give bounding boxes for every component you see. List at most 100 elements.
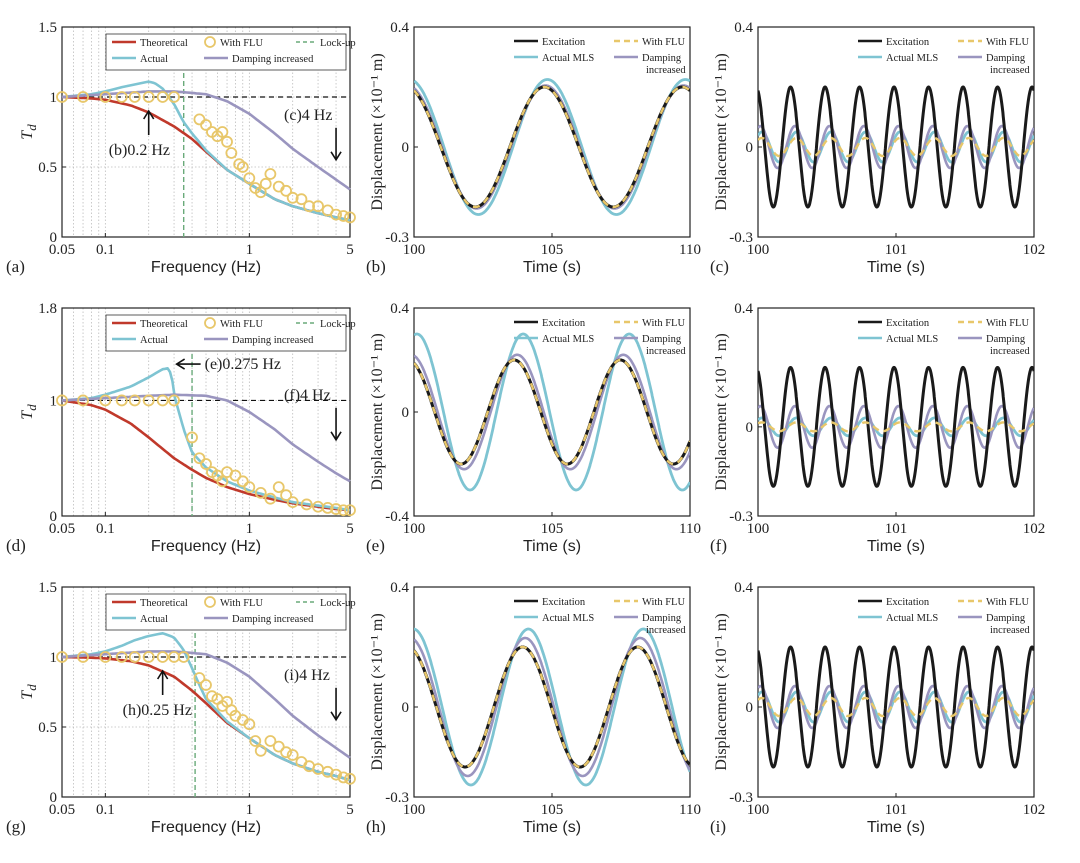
with-flu-marker bbox=[280, 489, 293, 502]
annotation: (b)0.2 Hz bbox=[109, 109, 170, 159]
with-flu-marker bbox=[286, 496, 299, 509]
with-flu-marker bbox=[99, 91, 112, 103]
legend-label: Damping increased bbox=[232, 335, 314, 346]
panel-e: 100 105 110 -0.4 0 0.4 Time (s) Displacement (×… bbox=[366, 301, 701, 555]
with-flu-marker bbox=[193, 113, 206, 126]
with-flu-marker bbox=[280, 184, 293, 197]
y-axis-label: Displacement (×10⁻¹ m) bbox=[713, 333, 730, 490]
x-tick-label: 110 bbox=[679, 521, 701, 537]
legend-label: With FLU bbox=[642, 597, 685, 608]
legend-label-line: Damping bbox=[642, 334, 682, 345]
y-tick-label: -0.3 bbox=[729, 509, 753, 525]
x-tick-label: 0.05 bbox=[49, 802, 75, 818]
with-flu-marker bbox=[272, 740, 285, 753]
y-tick-label: 1.5 bbox=[38, 20, 57, 36]
axes-frame bbox=[61, 586, 351, 798]
with-flu-marker bbox=[156, 394, 169, 407]
with-flu-marker bbox=[99, 394, 112, 407]
plot-area bbox=[758, 645, 1034, 769]
legend-label-line: increased bbox=[990, 65, 1030, 76]
legend-label: With FLU bbox=[986, 597, 1029, 608]
panel-label: (c) bbox=[710, 257, 729, 276]
x-tick-label: 0.1 bbox=[96, 802, 115, 818]
legend-swatch bbox=[204, 596, 216, 608]
legend-label: Damping increased bbox=[642, 334, 686, 357]
with-flu-marker bbox=[344, 211, 356, 224]
with-flu-marker bbox=[330, 503, 342, 515]
with-flu-marker bbox=[321, 502, 334, 514]
legend-label: Lock-up bbox=[320, 38, 356, 49]
legend-label: With FLU bbox=[220, 598, 263, 609]
y-axis-label: Displacement (×10⁻¹ m) bbox=[713, 53, 730, 210]
x-tick-label: 101 bbox=[885, 802, 908, 818]
panel-label: (e) bbox=[366, 536, 385, 555]
with-flu-marker bbox=[330, 768, 342, 781]
with-flu-marker bbox=[193, 672, 206, 684]
panel-b: 100 105 110 -0.3 0 0.4 Time (s) Displacement (×… bbox=[366, 20, 701, 276]
x-tick-label: 1 bbox=[246, 802, 254, 818]
legend-label: Excitation bbox=[542, 37, 586, 48]
legend-label: Damping increased bbox=[986, 334, 1030, 357]
y-tick-label: 0.4 bbox=[734, 580, 753, 596]
x-tick-label: 100 bbox=[747, 242, 770, 258]
series-actual bbox=[61, 80, 351, 222]
annotation-label: (b)0.2 Hz bbox=[109, 142, 170, 159]
y-tick-label: 0 bbox=[746, 700, 754, 716]
legend-label-line: Damping bbox=[986, 334, 1026, 345]
with-flu-marker bbox=[236, 475, 249, 488]
legend: Excitation With FLU Actual MLS Damping incre… bbox=[858, 37, 1030, 76]
with-flu-marker bbox=[115, 651, 128, 663]
x-axis-label: Time (s) bbox=[867, 538, 925, 555]
with-flu-marker bbox=[128, 91, 141, 103]
x-tick-label: 5 bbox=[346, 521, 354, 537]
y-axis-label: Displacement (×10⁻¹ m) bbox=[369, 613, 386, 770]
x-tick-label: 100 bbox=[747, 802, 770, 818]
plot-area bbox=[758, 365, 1034, 488]
y-axis-label-main: T bbox=[19, 410, 36, 420]
legend-label-line: Damping bbox=[986, 613, 1026, 624]
x-tick-label: 0.05 bbox=[49, 242, 75, 258]
panel-label: (g) bbox=[6, 817, 26, 836]
plot-area bbox=[758, 85, 1034, 209]
x-tick-label: 105 bbox=[541, 242, 564, 258]
x-tick-label: 105 bbox=[541, 521, 564, 537]
x-tick-label: 100 bbox=[747, 521, 770, 537]
panel-h: 100 105 110 -0.3 0 0.4 Time (s) Displacement (×… bbox=[366, 580, 701, 836]
with-flu-marker bbox=[221, 135, 233, 148]
y-tick-label: 0 bbox=[746, 420, 754, 436]
legend-label: With FLU bbox=[220, 38, 263, 49]
plot-area bbox=[414, 78, 690, 216]
annotation-arrowhead bbox=[330, 151, 342, 162]
panel-label: (i) bbox=[710, 817, 726, 836]
with-flu-marker bbox=[254, 486, 267, 499]
legend-label: With FLU bbox=[986, 37, 1029, 48]
legend: Excitation With FLU Actual MLS Damping incre… bbox=[514, 318, 686, 357]
with-flu-marker bbox=[77, 394, 89, 407]
x-tick-label: 1 bbox=[246, 521, 254, 537]
x-axis-label: Time (s) bbox=[523, 819, 581, 836]
legend-label-line: increased bbox=[646, 65, 686, 76]
legend-label: Theoretical bbox=[140, 319, 188, 330]
legend-box bbox=[105, 593, 347, 631]
legend-label-line: increased bbox=[646, 346, 686, 357]
with-flu-marker bbox=[344, 504, 356, 517]
y-tick-label: 0.4 bbox=[390, 580, 409, 596]
legend: Excitation With FLU Actual MLS Damping incre… bbox=[858, 318, 1030, 357]
with-flu-marker bbox=[200, 119, 212, 131]
panel-f: 100 101 102 -0.3 0 0.4 Time (s) Displacement (×… bbox=[710, 301, 1045, 555]
legend-label: With FLU bbox=[642, 37, 685, 48]
panel-label: (a) bbox=[6, 257, 25, 276]
y-axis-label-main: T bbox=[19, 130, 36, 140]
x-tick-label: 0.1 bbox=[96, 521, 115, 537]
y-tick-label: 0.4 bbox=[390, 301, 409, 317]
y-tick-label: -0.4 bbox=[385, 509, 409, 525]
with-flu-marker bbox=[200, 458, 212, 470]
legend-label-line: Damping bbox=[642, 53, 682, 64]
with-flu-marker bbox=[286, 191, 299, 204]
y-axis-label: Displacement (×10⁻¹ m) bbox=[713, 613, 730, 770]
with-flu-marker bbox=[168, 394, 180, 407]
x-axis-label: Time (s) bbox=[867, 259, 925, 276]
legend-label: Actual bbox=[140, 335, 168, 346]
legend-label: Actual MLS bbox=[886, 613, 938, 624]
legend-label: Excitation bbox=[542, 318, 586, 329]
